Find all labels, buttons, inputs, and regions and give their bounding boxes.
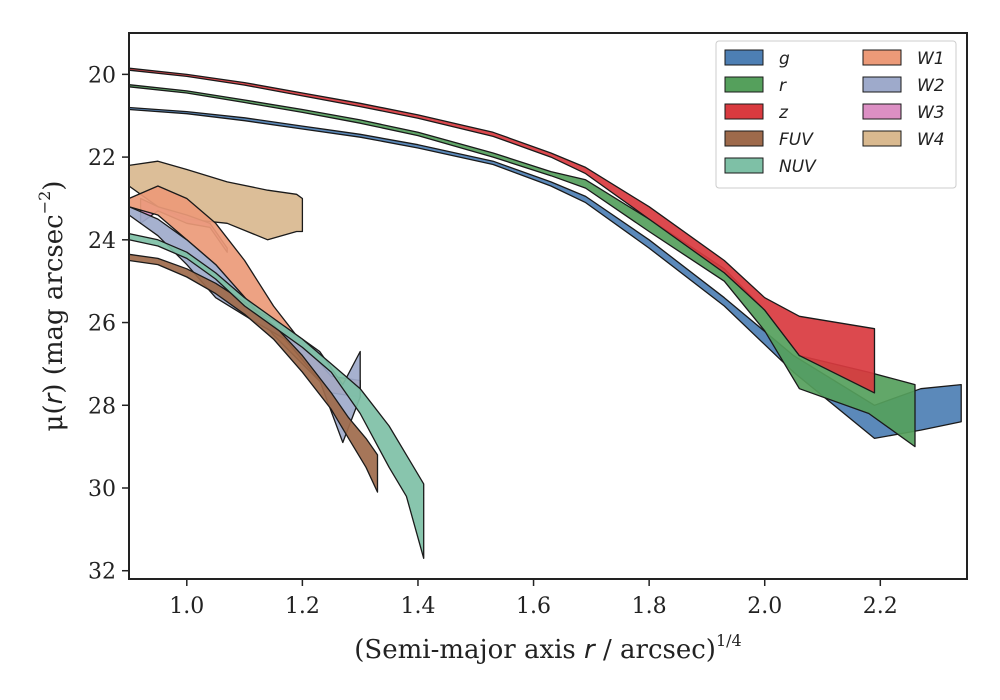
legend-swatch-w2 bbox=[862, 76, 902, 93]
legend: grz FUV NUV W1 W2 W3 W4 bbox=[715, 40, 957, 189]
legend-swatch-w1 bbox=[862, 49, 902, 66]
legend-label-w3: W3 bbox=[917, 103, 945, 123]
y-tick-label: 32 bbox=[88, 560, 116, 585]
legend-label-r: r bbox=[779, 76, 787, 96]
legend-label-fuv: FUV bbox=[779, 130, 814, 150]
legend-swatch-z bbox=[724, 103, 764, 120]
legend-label-g: g bbox=[779, 49, 790, 69]
legend-swatch-fuv bbox=[724, 130, 764, 147]
legend-swatch-w3 bbox=[862, 103, 902, 120]
x-axis-ticks: 1.0 1.2 1.4 1.6 1.8 2.0 2.2 bbox=[169, 579, 898, 619]
legend-label-w2: W2 bbox=[917, 76, 945, 96]
legend-label-z: z bbox=[778, 103, 789, 123]
legend-swatch-g bbox=[724, 49, 764, 66]
y-tick-label: 22 bbox=[88, 146, 116, 171]
x-tick-label: 2.0 bbox=[747, 594, 782, 619]
y-tick-label: 20 bbox=[88, 63, 116, 88]
band-r bbox=[128, 84, 916, 448]
band-nuv bbox=[128, 232, 425, 559]
legend-label-w4: W4 bbox=[917, 130, 945, 150]
x-tick-label: 1.6 bbox=[516, 594, 551, 619]
y-axis-label: μ(r) (mag arcsec−2) bbox=[35, 181, 69, 432]
legend-label-nuv: NUV bbox=[779, 157, 817, 177]
x-tick-label: 1.2 bbox=[285, 594, 320, 619]
x-tick-label: 1.4 bbox=[400, 594, 435, 619]
y-tick-label: 28 bbox=[88, 394, 116, 419]
legend-swatch-w4 bbox=[862, 130, 902, 147]
x-axis-label: (Semi-major axis r / arcsec)1/4 bbox=[354, 631, 741, 665]
legend-swatch-r bbox=[724, 76, 764, 93]
band-z bbox=[128, 67, 876, 394]
series-bands bbox=[128, 67, 962, 559]
y-tick-label: 30 bbox=[88, 477, 116, 502]
y-axis-ticks: 20 22 24 26 28 30 32 bbox=[88, 63, 129, 585]
x-tick-label: 1.0 bbox=[169, 594, 204, 619]
legend-label-w1: W1 bbox=[917, 49, 945, 69]
legend-swatch-nuv bbox=[724, 157, 764, 174]
x-tick-label: 2.2 bbox=[863, 594, 898, 619]
y-tick-label: 24 bbox=[88, 229, 116, 254]
x-tick-label: 1.8 bbox=[632, 594, 667, 619]
y-tick-label: 26 bbox=[88, 312, 116, 337]
plot-frame bbox=[128, 32, 968, 580]
